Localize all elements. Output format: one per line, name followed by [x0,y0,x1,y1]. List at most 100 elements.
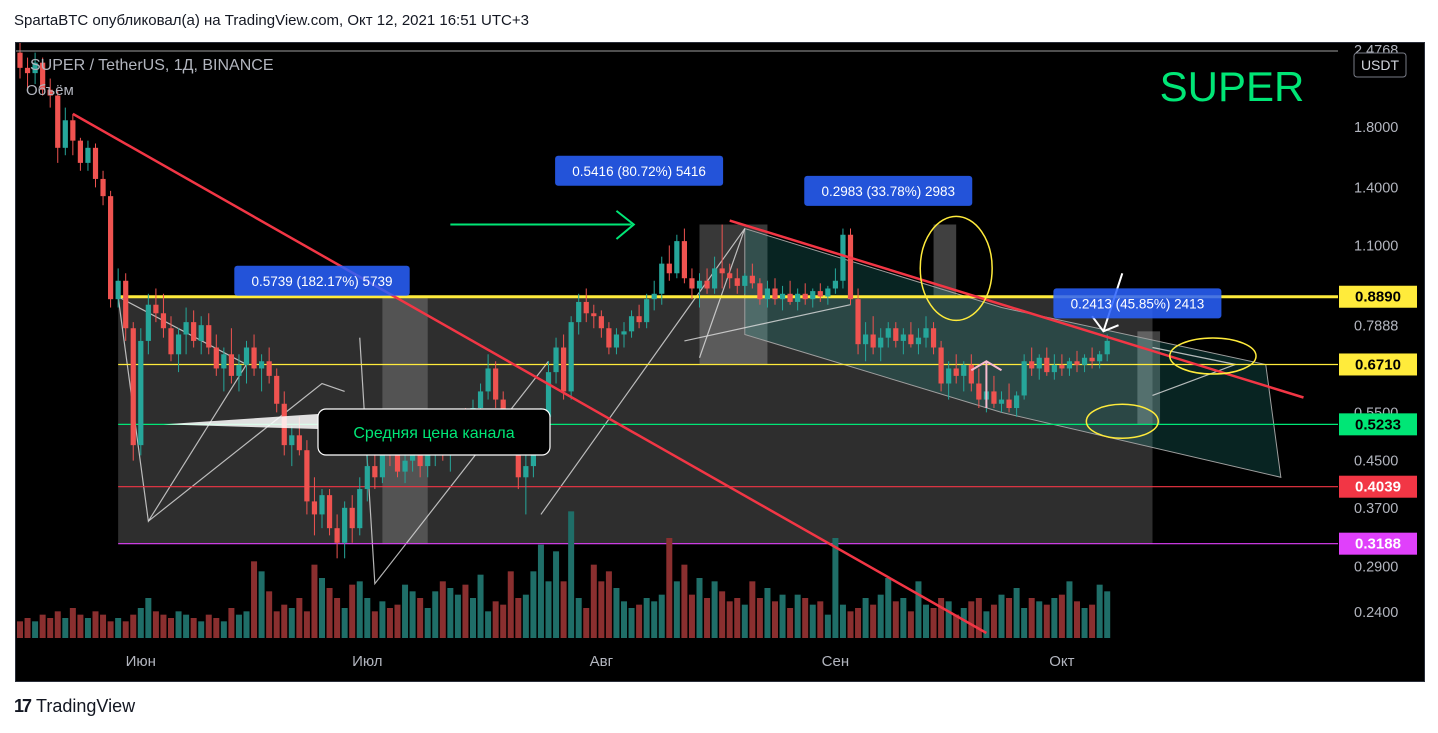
candle-body [757,283,763,300]
volume-bar [39,614,46,638]
volume-bar [424,608,431,638]
candle-body [787,293,793,302]
volume-bar [243,611,250,638]
volume-bar [636,604,643,638]
measure-label-box [234,265,410,296]
measure-label-text: 0.5739 (182.17%) 5739 [251,274,392,289]
volume-bar [32,621,39,638]
candle-body [825,288,831,297]
volume-bar [100,614,107,638]
candle-body [357,489,363,529]
candle-body [62,120,68,148]
measure-labels: 0.5739 (182.17%) 5739 0.5416 (80.72%) 541… [234,155,1222,319]
channel-callout: Средняя цена канала [163,408,551,456]
volume-bar [568,511,575,638]
candle-body [153,304,159,314]
drawing-zones [117,224,1282,586]
candle-body [289,435,295,446]
level-price-label: 0.8890 [1355,289,1401,306]
candle-body [274,375,280,404]
volume-bar [319,578,325,638]
volume-bar [492,601,499,638]
candlestick-chart[interactable]: 0.5739 (182.17%) 5739 0.5416 (80.72%) 541… [16,43,1424,681]
candle-body [598,316,604,329]
brand-name[interactable]: TradingView [36,696,136,716]
volume-bar [537,544,544,638]
volume-bar [998,594,1005,638]
volume-bar [1074,601,1080,638]
level-price-tag [1339,532,1417,555]
candle-body [976,383,982,400]
volume-bar [288,608,295,638]
candle-body [100,178,106,197]
volume-bar [432,591,439,638]
volume-bar [817,601,824,638]
candle-body [1029,361,1035,369]
volume-bar [251,561,258,638]
highlight-ellipse [1085,403,1160,440]
volume-bar [907,611,914,638]
volume-bar [417,598,424,638]
candle-body [900,334,906,341]
volume-bar [1028,598,1035,638]
volume-bar [794,594,801,638]
candle-body [644,299,650,323]
volume-bar [756,598,763,638]
candle-body [628,316,635,332]
candle-body [319,495,325,515]
volume-bar [1013,588,1020,638]
volume-bar [183,614,190,638]
volume-bar [983,611,990,638]
chart-panel[interactable]: 0.5739 (182.17%) 5739 0.5416 (80.72%) 541… [15,42,1425,682]
candle-body [1089,357,1095,362]
y-tick-label: 1.4000 [1354,180,1398,196]
volume-bar [447,588,454,638]
candle-body [425,455,431,467]
volume-bar [900,598,907,638]
candle-body [938,347,944,384]
candle-body [92,147,99,179]
candle-body [734,278,740,286]
volume-bar [1043,604,1050,638]
volume-bar [953,614,960,638]
volume-bar [371,611,378,638]
candle-body [77,140,83,163]
currency-label: USDT [1361,57,1400,73]
volume-bar [772,601,778,638]
green-arrow-head [615,210,636,240]
volume-bar [1066,581,1073,638]
candle-body [228,354,234,376]
volume-bar [545,581,552,638]
measure-label-text: 0.5416 (80.72%) 5416 [572,164,706,179]
volume-bar [968,601,975,638]
volume-bar [658,594,665,638]
volume-bar [1081,608,1088,638]
candle-body [832,280,838,289]
candle-body [379,435,385,478]
candle-body [998,399,1005,404]
pink-arrow-head [970,360,1003,372]
candle-body [334,528,340,543]
x-tick-label: Авг [590,653,614,670]
candle-body [40,62,46,90]
volume-bar [349,584,356,638]
volume-bar [311,564,318,638]
candle-body [946,368,952,384]
candle-body [704,280,710,289]
candle-body [968,364,974,384]
candle-body [764,288,771,300]
volume-bar [122,621,129,638]
volume-bar [1051,598,1058,638]
candle-body [402,460,408,472]
candle-body [523,466,529,478]
highlight-ellipse [919,215,993,322]
measure-label-box [804,175,973,206]
volume-bar [1058,594,1065,638]
candle-body [930,328,937,348]
tradingview-logo-icon[interactable]: 17 [14,696,32,716]
candle-body [304,450,310,502]
candle-body [1059,364,1065,369]
volume-bar [47,618,54,638]
volume-bar [394,604,401,638]
price-axis: 2.47681.80001.40001.10000.78880.55000.45… [1338,43,1424,681]
